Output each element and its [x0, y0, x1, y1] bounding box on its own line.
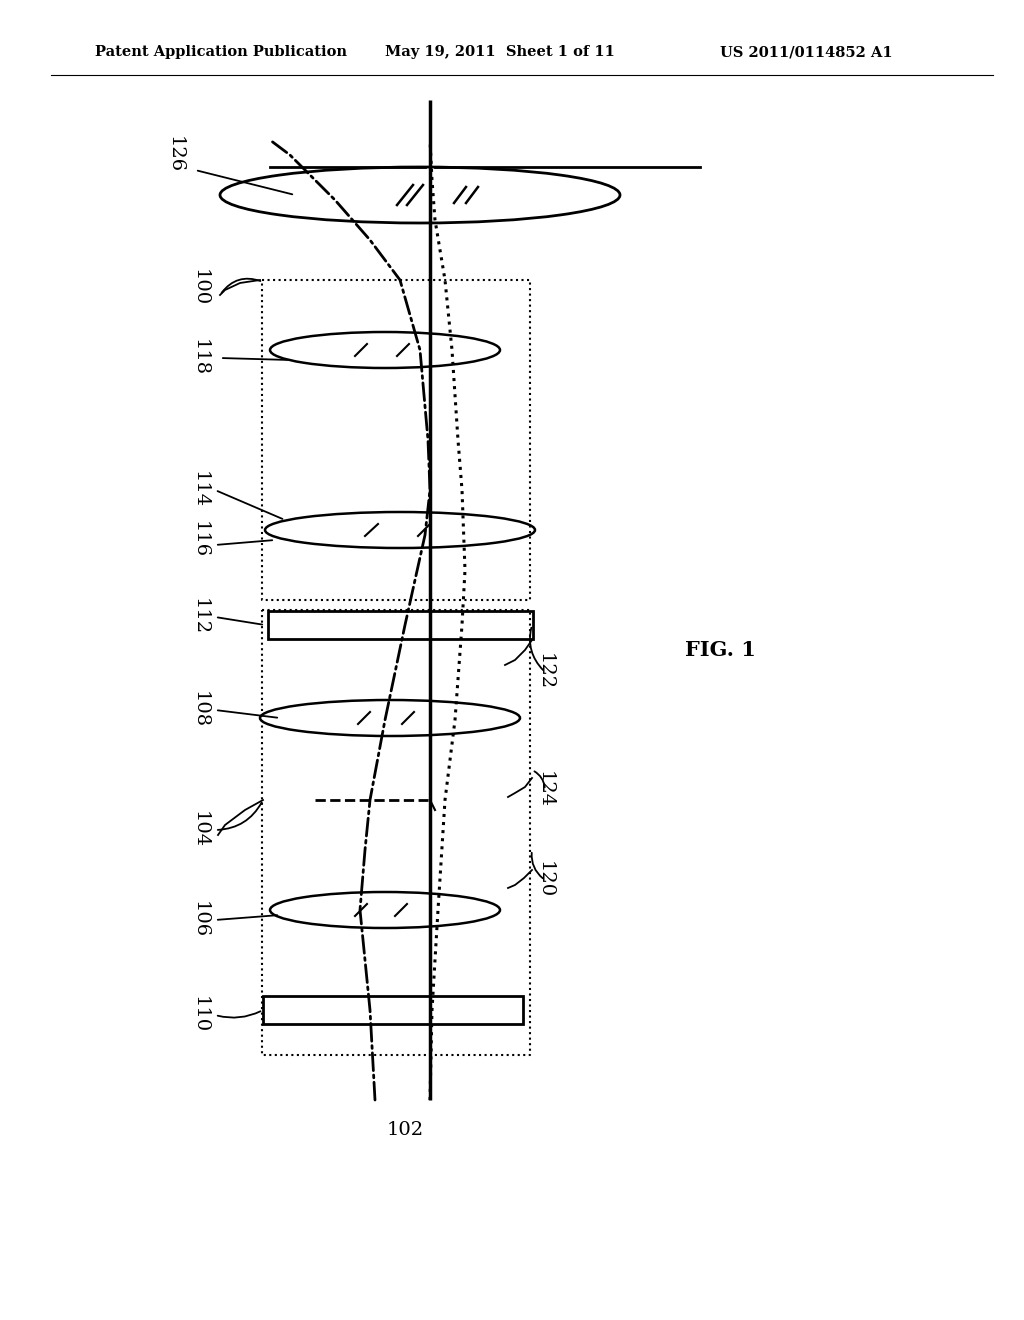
Text: 114: 114	[191, 471, 209, 508]
Bar	[267, 611, 532, 639]
Text: 118: 118	[191, 339, 209, 376]
Text: Patent Application Publication: Patent Application Publication	[95, 45, 347, 59]
Text: May 19, 2011  Sheet 1 of 11: May 19, 2011 Sheet 1 of 11	[385, 45, 614, 59]
Text: 120: 120	[536, 862, 554, 899]
Text: 100: 100	[191, 269, 209, 306]
Text: 102: 102	[386, 1121, 424, 1139]
Text: 124: 124	[536, 771, 554, 809]
Text: 122: 122	[536, 653, 554, 690]
Text: 110: 110	[191, 997, 209, 1034]
Text: 108: 108	[191, 692, 209, 729]
Text: 104: 104	[191, 812, 209, 849]
Text: FIG. 1: FIG. 1	[685, 640, 756, 660]
Text: 126: 126	[166, 136, 184, 173]
Text: US 2011/0114852 A1: US 2011/0114852 A1	[720, 45, 893, 59]
Text: 112: 112	[191, 598, 209, 635]
Text: 116: 116	[191, 521, 209, 558]
Bar	[263, 997, 523, 1024]
Text: 106: 106	[191, 902, 209, 939]
